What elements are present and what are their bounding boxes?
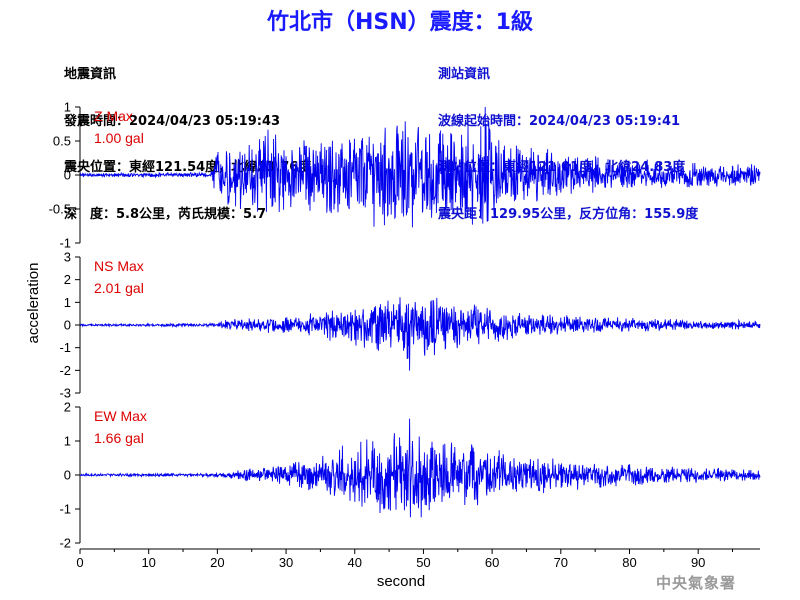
x-tick-label: 80 — [622, 555, 636, 570]
max-label-ns: NS Max — [94, 258, 144, 274]
max-value-ns: 2.01 gal — [94, 280, 144, 296]
max-value-z: 1.00 gal — [94, 130, 144, 146]
y-tick-label-ew: 2 — [64, 400, 71, 415]
y-tick-label-ns: 0 — [64, 318, 71, 333]
y-tick-label-z: 0.5 — [53, 134, 71, 149]
y-tick-label-ew: -1 — [59, 502, 71, 517]
x-tick-label: 40 — [348, 555, 362, 570]
y-tick-label-ns: -3 — [59, 386, 71, 401]
x-tick-label: 10 — [141, 555, 155, 570]
x-tick-label: 90 — [691, 555, 705, 570]
max-label-z: Z Max — [94, 108, 133, 124]
waveform-trace-ns — [79, 297, 761, 371]
earthquake-info-heading: 地震資訊 — [64, 67, 117, 82]
x-axis-label: second — [377, 573, 425, 590]
depth-magnitude: 深 度：5.8公里，芮氏規模：5.7 — [64, 206, 267, 222]
station-info-heading: 測站資訊 — [438, 67, 491, 82]
x-tick-label: 0 — [76, 555, 83, 570]
y-tick-label-z: 0 — [64, 168, 71, 183]
y-tick-label-ns: -2 — [59, 363, 71, 378]
y-axis-label: acceleration — [25, 263, 42, 344]
epicentral-distance: 震央距：129.95公里，反方位角：155.9度 — [438, 206, 699, 222]
y-tick-label-ns: 2 — [64, 272, 71, 287]
y-tick-label-z: -0.5 — [49, 202, 71, 217]
agency-credit: 中央氣象署 — [656, 574, 737, 592]
y-tick-label-ew: -2 — [59, 536, 71, 551]
x-tick-label: 70 — [554, 555, 568, 570]
station-info-block: 測站資訊 波線起始時間：2024/04/23 05:19:41 測站位置：東經1… — [438, 36, 698, 238]
y-tick-label-z: -1 — [59, 236, 71, 251]
wave-start-time: 波線起始時間：2024/04/23 05:19:41 — [438, 113, 681, 129]
x-tick-label: 20 — [210, 555, 224, 570]
chart-title: 竹北市（HSN）震度：1級 — [267, 10, 533, 35]
y-tick-label-ns: 3 — [64, 250, 71, 265]
y-tick-label-ns: 1 — [64, 295, 71, 310]
x-tick-label: 30 — [279, 555, 293, 570]
y-tick-label-z: 1 — [64, 100, 71, 115]
x-tick-label: 50 — [416, 555, 430, 570]
max-label-ew: EW Max — [94, 408, 147, 424]
waveform-trace-ew — [79, 418, 761, 518]
waveform-trace-z — [79, 106, 761, 228]
y-tick-label-ew: 1 — [64, 434, 71, 449]
origin-time: 發震時間：2024/04/23 05:19:43 — [64, 113, 281, 129]
x-tick-label: 60 — [485, 555, 499, 570]
y-tick-label-ew: 0 — [64, 468, 71, 483]
max-value-ew: 1.66 gal — [94, 430, 144, 446]
y-tick-label-ns: -1 — [59, 340, 71, 355]
